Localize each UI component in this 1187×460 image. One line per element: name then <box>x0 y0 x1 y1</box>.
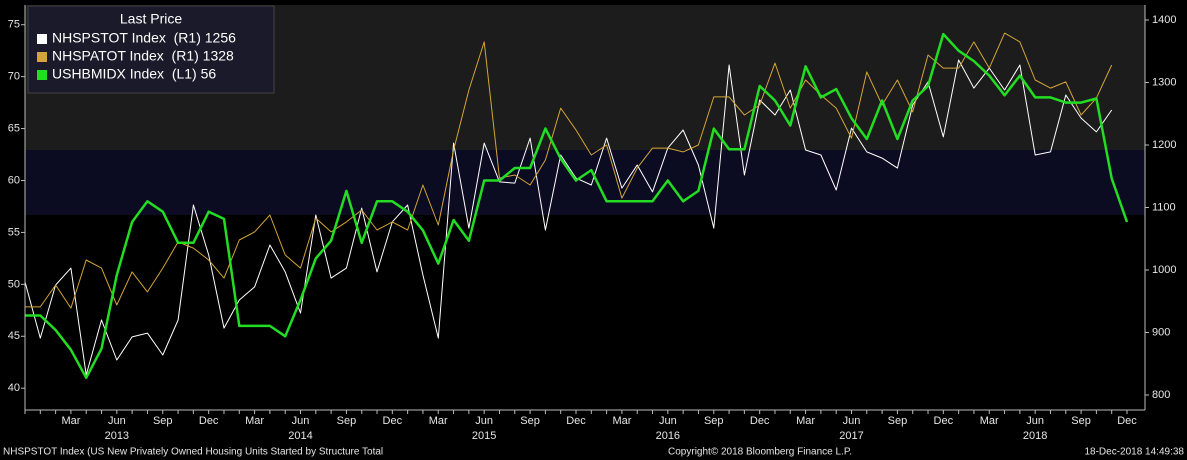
x-tick-label: Mar <box>245 415 264 427</box>
footer-timestamp: 18-Dec-2018 14:49:38 <box>1084 447 1184 458</box>
y2-tick-label: 1000 <box>1152 264 1176 276</box>
x-tick-label: Dec <box>383 415 403 427</box>
legend-entry: NHSPSTOT Index (R1) 1256 <box>52 30 236 46</box>
y2-tick-label: 1300 <box>1152 76 1176 88</box>
x-year-label: 2018 <box>1023 430 1047 442</box>
x-tick-label: Sep <box>1071 415 1091 427</box>
footer-copyright: Copyright© 2018 Bloomberg Finance L.P. <box>668 447 852 458</box>
footer-description: NHSPSTOT Index (US New Privately Owned H… <box>3 447 383 458</box>
x-tick-label: Sep <box>704 415 724 427</box>
x-tick-label: Sep <box>337 415 357 427</box>
x-tick-label: Mar <box>980 415 999 427</box>
y2-tick-label: 1100 <box>1152 201 1176 213</box>
y-tick-label: 65 <box>8 122 20 134</box>
x-tick-label: Jun <box>108 415 126 427</box>
x-year-label: 2017 <box>839 430 863 442</box>
legend-swatch <box>37 70 47 80</box>
y2-tick-label: 900 <box>1152 326 1170 338</box>
series-line <box>25 32 1113 309</box>
y2-tick-label: 1200 <box>1152 139 1176 151</box>
y-tick-label: 75 <box>8 19 20 31</box>
x-tick-label: Jun <box>843 415 861 427</box>
series-line <box>25 32 1129 380</box>
x-tick-label: Jun <box>1026 415 1044 427</box>
x-tick-label: Mar <box>429 415 448 427</box>
x-tick-label: Dec <box>566 415 586 427</box>
x-tick-label: Sep <box>153 415 173 427</box>
y2-tick-label: 1400 <box>1152 14 1176 26</box>
y-tick-label: 50 <box>8 278 20 290</box>
legend: Last Price NHSPSTOT Index (R1) 1256 NHSPA… <box>27 5 275 94</box>
x-year-label: 2014 <box>288 430 312 442</box>
y2-tick-label: 800 <box>1152 389 1170 401</box>
legend-swatch <box>37 34 47 44</box>
y-tick-label: 55 <box>8 226 20 238</box>
legend-swatch <box>37 52 47 62</box>
x-tick-label: Dec <box>934 415 954 427</box>
legend-box <box>27 5 275 94</box>
x-tick-label: Jun <box>292 415 310 427</box>
y-tick-label: 60 <box>8 174 20 186</box>
legend-title: Last Price <box>120 11 182 27</box>
y-tick-label: 45 <box>8 330 20 342</box>
y-tick-label: 70 <box>8 71 20 83</box>
y-tick-label: 40 <box>8 382 20 394</box>
x-tick-label: Mar <box>796 415 815 427</box>
plot-area <box>24 32 1129 380</box>
x-tick-label: Mar <box>612 415 631 427</box>
x-tick-label: Dec <box>1117 415 1137 427</box>
x-tick-label: Dec <box>199 415 219 427</box>
legend-entry: USHBMIDX Index (L1) 56 <box>52 66 216 82</box>
x-tick-label: Sep <box>520 415 540 427</box>
x-tick-label: Sep <box>888 415 908 427</box>
legend-entry: NHSPATOT Index (R1) 1328 <box>52 48 234 64</box>
x-tick-label: Jun <box>659 415 677 427</box>
x-year-label: 2016 <box>656 430 680 442</box>
x-tick-label: Dec <box>750 415 770 427</box>
x-year-label: 2013 <box>105 430 129 442</box>
x-year-label: 2015 <box>472 430 496 442</box>
x-tick-label: Mar <box>61 415 80 427</box>
x-tick-label: Jun <box>475 415 493 427</box>
series-line <box>24 59 1113 376</box>
